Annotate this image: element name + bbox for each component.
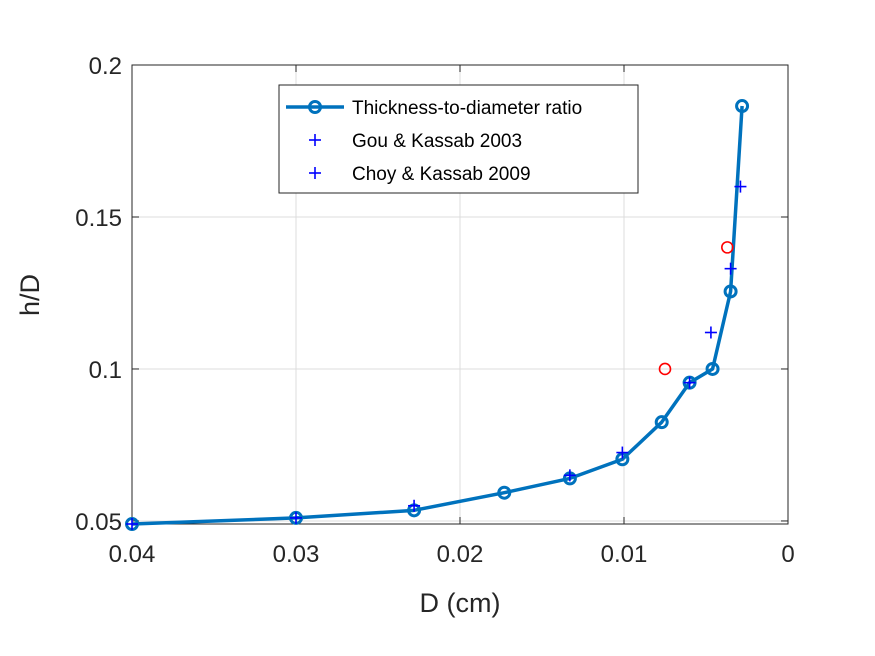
series-line: [131, 105, 744, 526]
legend: Thickness-to-diameter ratio Gou & Kassab…: [278, 84, 639, 194]
plot-frame: [131, 64, 789, 525]
legend-symbol-plus-2: [309, 167, 321, 179]
y-axis-label: h/D: [15, 274, 45, 316]
data-point-circle: [721, 241, 734, 254]
data-point-plus: [126, 518, 138, 530]
data-point: [723, 284, 738, 299]
series-3: [658, 241, 734, 376]
series-1: [126, 180, 747, 530]
data-point: [735, 99, 750, 114]
legend-symbol-circle: [308, 100, 322, 114]
data-point-plus: [408, 499, 421, 512]
y-tick-label: 0.2: [89, 53, 122, 80]
legend-entry-gou-kassab-2003: Gou & Kassab 2003: [352, 131, 522, 152]
legend-symbols: [286, 100, 344, 179]
data-point: [497, 485, 512, 500]
tick-labels: 0.04 0.03 0.02 0.01 0 0.05 0.1 0.15 0.2: [75, 53, 794, 568]
data-point: [705, 361, 720, 376]
data-point-plus: [290, 511, 302, 524]
x-tick-label: 0.01: [601, 541, 648, 568]
y-tick-label: 0.1: [89, 357, 122, 384]
x-tick-label: 0.03: [273, 541, 320, 568]
y-tick-label: 0.05: [75, 509, 122, 536]
x-axis-label: D (cm): [420, 588, 501, 618]
x-tick-label: 0: [781, 541, 794, 568]
x-tick-label: 0.02: [437, 541, 484, 568]
legend-entry-choy-kassab-2009: Choy & Kassab 2009: [352, 164, 531, 185]
data-point-plus: [563, 469, 576, 482]
data-point: [654, 415, 669, 430]
data-point-plus: [724, 262, 737, 275]
data-point-plus: [616, 446, 629, 459]
y-tick-label: 0.15: [75, 205, 122, 232]
data-point-plus: [734, 180, 747, 193]
legend-box: [278, 84, 639, 194]
series: [125, 99, 750, 531]
data-point-plus: [704, 326, 717, 339]
x-tick-label: 0.04: [109, 541, 156, 568]
legend-symbol-plus-1: [309, 134, 321, 146]
data-point-circle: [658, 362, 672, 376]
data-point-plus: [683, 376, 696, 389]
legend-entry-thickness-to-diameter-ratio: Thickness-to-diameter ratio: [352, 98, 582, 119]
